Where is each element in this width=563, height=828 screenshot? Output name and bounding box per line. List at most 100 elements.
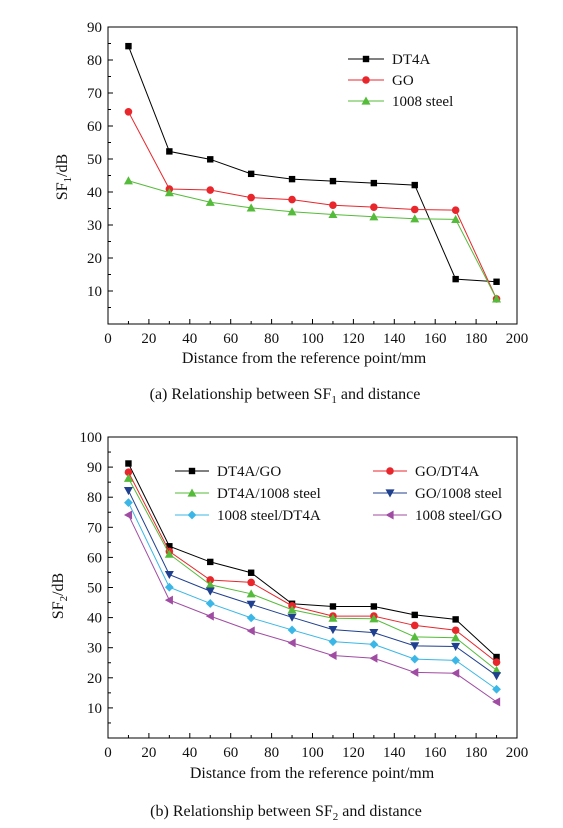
chart-a-legend: DT4A GO 1008 steel (348, 52, 453, 110)
chart-a: SF1/dB Distance from the reference point… (54, 20, 528, 406)
chart-b-y-tick-label: 100 (80, 430, 103, 446)
chart-b-series-line (128, 471, 497, 663)
chart-b-data-point (410, 654, 420, 664)
chart-b-legend-label: GO/1008 steel (415, 486, 502, 502)
chart-a-data-point (329, 201, 337, 209)
chart-a-data-point (451, 214, 461, 223)
chart-a-data-point (246, 203, 256, 212)
chart-b-legend-item: 1008 steel/DT4A (175, 508, 321, 524)
chart-a-legend-item: 1008 steel (348, 94, 453, 110)
chart-b-legend: DT4A/GO GO/DT4A DT4A/1008 steel GO/1008 ste… (175, 464, 502, 524)
chart-b-data-point (492, 684, 501, 694)
chart-a-series-2 (124, 108, 501, 303)
chart-a-x-ticks: 0 20 40 60 80 100 120 140 160 180 200 (104, 319, 528, 347)
chart-b-legend-marker (187, 488, 197, 497)
chart-a-legend-marker (362, 76, 370, 84)
chart-a-data-point (205, 197, 215, 206)
chart-a-y-tick-label: 60 (87, 119, 102, 135)
chart-b-data-point (369, 639, 379, 649)
chart-b-data-point (287, 613, 297, 622)
chart-b-data-point (124, 498, 133, 508)
chart-b-legend-label: 1008 steel/DT4A (217, 508, 321, 524)
chart-a-data-point (124, 108, 133, 116)
chart-b-y-tick-label: 90 (87, 460, 102, 476)
chart-a-x-tick-label: 120 (342, 331, 365, 347)
chart-b-legend-marker (385, 489, 395, 498)
chart-a-x-tick-label: 20 (141, 331, 156, 347)
chart-b-legend-item: DT4A/GO (175, 464, 281, 480)
chart-a-data-point (206, 186, 215, 194)
chart-b-data-point (451, 668, 460, 678)
chart-b-data-point (328, 651, 337, 661)
chart-a-data-point (410, 214, 420, 223)
chart-b-x-tick-label: 120 (342, 745, 365, 761)
chart-b-series-line (128, 490, 497, 677)
chart-b-y-tick-label: 20 (87, 671, 102, 687)
chart-a-data-point (123, 176, 133, 185)
chart-a-legend-label: GO (392, 73, 414, 89)
chart-b-data-point (205, 587, 215, 596)
chart-b-data-point (369, 614, 379, 623)
chart-b-series-3 (123, 473, 502, 674)
chart-b-data-point (246, 613, 256, 623)
chart-a-y-tick-label: 30 (87, 218, 102, 234)
chart-b-series-line (127, 514, 497, 703)
chart-a-y-tick-label: 40 (87, 185, 102, 201)
chart-b-data-point (411, 611, 418, 619)
chart-b-series-line (127, 502, 497, 690)
chart-b-series-1 (125, 460, 500, 661)
chart-b-legend-marker (386, 467, 394, 475)
chart-b-data-point (410, 642, 420, 651)
chart-b-y-tick-label: 60 (87, 550, 102, 566)
chart-a-legend-item: DT4A (348, 52, 430, 68)
chart-a-data-point (411, 181, 418, 189)
chart-a-legend-label: 1008 steel (392, 94, 453, 110)
chart-b-legend-marker (385, 510, 394, 520)
chart-b-caption: (b) Relationship between SF2 and distanc… (150, 803, 422, 823)
chart-b-data-point (452, 616, 459, 623)
chart-b-data-point (451, 626, 460, 635)
chart-b-x-tick-label: 160 (424, 745, 447, 761)
chart-a-data-point (370, 179, 378, 187)
chart-a-x-tick-label: 100 (301, 331, 324, 347)
chart-b-data-point (205, 611, 214, 621)
chart-b-data-point (492, 665, 502, 674)
chart-b-series-5 (124, 498, 501, 694)
chart-a-series-line (127, 45, 497, 283)
chart-b-y-tick-label: 70 (87, 520, 102, 536)
chart-a-x-tick-label: 200 (506, 331, 529, 347)
chart-b-y-tick-label: 40 (87, 611, 102, 627)
chart-b-x-ticks: 0 20 40 60 80 100 120 140 160 180 200 (104, 733, 528, 761)
chart-b-y-tick-label: 50 (87, 581, 102, 597)
chart-b-data-point (370, 603, 378, 610)
chart-a-data-point (125, 42, 132, 50)
chart-b-x-tick-label: 100 (301, 745, 324, 761)
chart-b-data-point (125, 460, 132, 467)
chart-b-y-ticks: 10 20 30 40 50 60 70 80 90 100 (80, 430, 113, 724)
chart-a-data-point (451, 206, 460, 214)
chart-a-data-point (247, 193, 255, 202)
chart-b-data-point (246, 589, 256, 598)
chart-b-data-point (328, 626, 338, 635)
chart-b-data-point (123, 473, 133, 482)
chart-a-series-1 (125, 42, 500, 285)
chart-b-series-4 (123, 486, 502, 681)
chart-b-x-tick-label: 200 (506, 745, 529, 761)
chart-b-legend-label: GO/DT4A (415, 464, 479, 480)
chart-a-x-tick-label: 180 (465, 331, 488, 347)
chart-b-data-point (164, 549, 174, 558)
chart-b-legend-label: 1008 steel/GO (415, 508, 502, 524)
chart-a-data-point (288, 175, 296, 183)
chart-b-data-point (246, 600, 256, 609)
chart-b-data-point (166, 543, 173, 550)
chart-b-y-tick-label: 10 (87, 701, 102, 717)
chart-a-data-point (492, 294, 502, 303)
chart-a-x-tick-label: 0 (104, 331, 112, 347)
chart-a-data-point (410, 205, 419, 214)
chart-a-y-axis-label: SF1/dB (54, 154, 74, 200)
chart-a-y-tick-label: 10 (87, 284, 102, 300)
chart-b-legend-marker (188, 467, 196, 475)
chart-a-legend-marker (361, 96, 371, 105)
chart-a-y-tick-label: 80 (87, 53, 102, 69)
chart-b-legend-item: DT4A/1008 steel (175, 486, 321, 502)
